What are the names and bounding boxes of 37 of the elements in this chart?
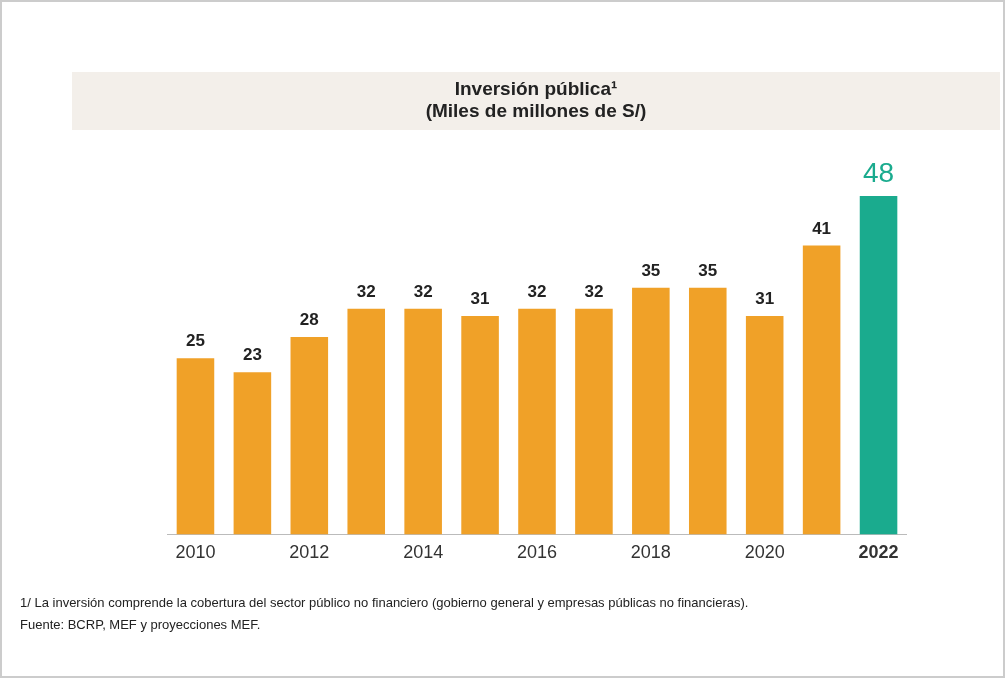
x-tick-label: 2010 xyxy=(175,542,216,563)
data-label: 32 xyxy=(584,282,604,302)
data-label: 48 xyxy=(862,156,895,188)
x-tick-label: 2020 xyxy=(744,542,785,563)
data-label: 31 xyxy=(470,289,490,309)
source-note: Fuente: BCRP, MEF y proyecciones MEF. xyxy=(20,616,262,634)
bar xyxy=(745,315,784,535)
bar xyxy=(290,337,329,535)
chart-title: Inversión pública¹ xyxy=(453,78,619,100)
bar xyxy=(632,287,670,535)
data-label: 28 xyxy=(299,310,319,330)
data-label: 23 xyxy=(242,345,262,365)
x-tick-label: 2012 xyxy=(289,542,330,563)
chart-subtitle: (Miles de millones de S/) xyxy=(424,100,648,122)
bar xyxy=(461,315,499,535)
data-label: 32 xyxy=(527,282,547,302)
bar xyxy=(404,308,442,535)
x-tick-label: 2016 xyxy=(516,542,558,563)
data-label: 35 xyxy=(641,260,661,280)
data-label: 32 xyxy=(356,282,376,302)
bar xyxy=(802,245,841,535)
x-tick-label: 2022 xyxy=(858,542,899,563)
x-tick-label: 2018 xyxy=(630,542,671,563)
bar xyxy=(176,358,215,535)
bar xyxy=(518,308,556,535)
bar xyxy=(233,372,272,535)
x-tick-label: 2014 xyxy=(403,542,444,563)
bar xyxy=(347,308,386,535)
data-label: 25 xyxy=(186,331,205,351)
data-label: 41 xyxy=(812,218,832,238)
data-label: 31 xyxy=(755,289,775,309)
bar xyxy=(575,308,613,535)
bar xyxy=(859,196,898,535)
data-label: 35 xyxy=(698,260,718,280)
bar xyxy=(688,287,727,535)
text: 1/ La inversión comprende la cobertura del sector público no financiero (gobierno general y empresas públicas no financieras). xyxy=(20,594,750,612)
data-label: 32 xyxy=(413,282,433,302)
